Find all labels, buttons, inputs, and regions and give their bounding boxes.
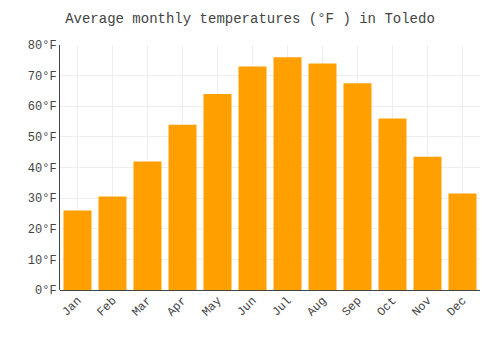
svg-text:Apr: Apr [164, 294, 189, 319]
svg-text:Jan: Jan [59, 294, 84, 319]
svg-text:Feb: Feb [94, 294, 119, 319]
svg-text:Nov: Nov [409, 294, 434, 319]
svg-text:70°F: 70°F [28, 70, 57, 84]
svg-text:60°F: 60°F [28, 100, 57, 114]
svg-text:80°F: 80°F [28, 39, 57, 53]
svg-text:Sep: Sep [339, 294, 364, 319]
svg-text:Aug: Aug [304, 294, 329, 319]
svg-text:Oct: Oct [374, 294, 399, 319]
svg-text:Dec: Dec [444, 294, 469, 319]
svg-text:30°F: 30°F [28, 192, 57, 206]
svg-text:20°F: 20°F [28, 223, 57, 237]
svg-text:40°F: 40°F [28, 162, 57, 176]
svg-text:Average monthly temperatures (: Average monthly temperatures (°F ) in To… [65, 11, 435, 27]
svg-text:Jun: Jun [234, 294, 259, 319]
svg-text:Mar: Mar [129, 294, 154, 319]
svg-text:Jul: Jul [269, 294, 294, 319]
svg-text:10°F: 10°F [28, 254, 57, 268]
svg-text:May: May [199, 294, 224, 319]
svg-text:50°F: 50°F [28, 131, 57, 145]
svg-text:0°F: 0°F [35, 284, 57, 298]
